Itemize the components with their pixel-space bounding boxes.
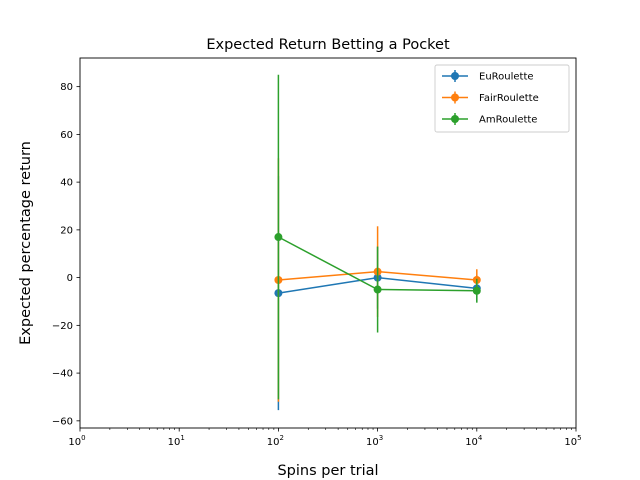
y-tick-label: 60 (60, 130, 73, 141)
y-tick-label: −40 (52, 369, 73, 380)
x-tick-label: 104 (465, 434, 483, 448)
legend: EuRoulette FairRoulette AmRoulette (434, 64, 570, 133)
plot-frame (79, 57, 577, 429)
legend-marker (451, 93, 459, 102)
x-tick-label: 101 (168, 434, 185, 448)
series-layer (274, 74, 481, 411)
legend-entry: AmRoulette (442, 113, 537, 126)
y-tick-label: 0 (67, 273, 73, 284)
x-tick-label: 100 (68, 434, 85, 448)
x-tick-label: 105 (564, 434, 581, 448)
legend-entry: EuRoulette (442, 70, 534, 83)
y-tick-label: −20 (52, 321, 73, 332)
y-tick-label: −60 (52, 416, 73, 427)
legend-entry: FairRoulette (442, 91, 539, 104)
legend-label: EuRoulette (479, 72, 534, 83)
legend-marker (451, 115, 459, 123)
data-point (274, 233, 283, 242)
legend-marker (451, 72, 459, 80)
legend-box (434, 64, 570, 133)
legend-label: AmRoulette (479, 115, 537, 126)
y-axis-ticks: −60 −40 −20 0 20 40 60 80 (52, 82, 80, 427)
chart-title: Expected Return Betting a Pocket (206, 37, 450, 53)
data-point (472, 286, 481, 295)
x-tick-label: 102 (267, 434, 284, 448)
x-axis-label: Spins per trial (277, 463, 378, 479)
x-tick-label: 103 (366, 434, 383, 448)
x-axis-ticks: 100 101 102 103 104 105 (68, 428, 582, 448)
y-tick-label: 80 (60, 82, 73, 93)
series-amroulette (274, 74, 481, 400)
y-tick-label: 20 (60, 225, 73, 236)
legend-label: FairRoulette (479, 93, 539, 104)
y-tick-label: 40 (60, 178, 73, 189)
data-point (373, 285, 382, 294)
y-axis-label: Expected percentage return (18, 141, 34, 345)
